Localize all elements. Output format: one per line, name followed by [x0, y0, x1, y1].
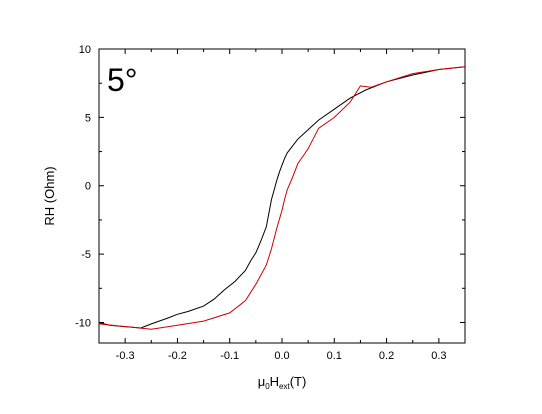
axis-tick-labels: -0.3 -0.2 -0.1 0.0 0.1 0.2 0.3 -10 -5 0 5 10 [75, 44, 446, 362]
x-tick-label: 0.3 [431, 350, 446, 362]
x-tick-label: -0.1 [220, 350, 239, 362]
y-tick-label: 10 [79, 44, 91, 56]
y-tick-label: -5 [81, 249, 91, 261]
angle-annotation: 5° [107, 62, 138, 98]
y-tick-label: 5 [85, 112, 91, 124]
y-axis-title: RH (Ohm) [42, 166, 57, 225]
series-group [98, 66, 466, 330]
y-tick-label: 0 [85, 181, 91, 193]
x-axis-title-sub-0: 0 [265, 382, 270, 391]
x-tick-label: -0.2 [168, 350, 187, 362]
series-line-2 [98, 66, 466, 330]
series-line-1 [98, 66, 466, 329]
axis-ticks [99, 48, 465, 343]
x-axis-title-sub-ext: ext [279, 382, 290, 391]
x-axis-title-mu: μ [258, 374, 266, 389]
x-tick-label: 0.0 [274, 350, 289, 362]
x-axis-title-h: H [270, 374, 279, 389]
x-tick-label: 0.2 [379, 350, 394, 362]
x-axis-title-unit: (T) [290, 374, 307, 389]
y-tick-label: -10 [75, 317, 91, 329]
x-axis-title: μ0Hext(T) [258, 374, 307, 391]
x-tick-label: 0.1 [327, 350, 342, 362]
x-tick-label: -0.3 [116, 350, 135, 362]
plot-frame [98, 48, 466, 344]
